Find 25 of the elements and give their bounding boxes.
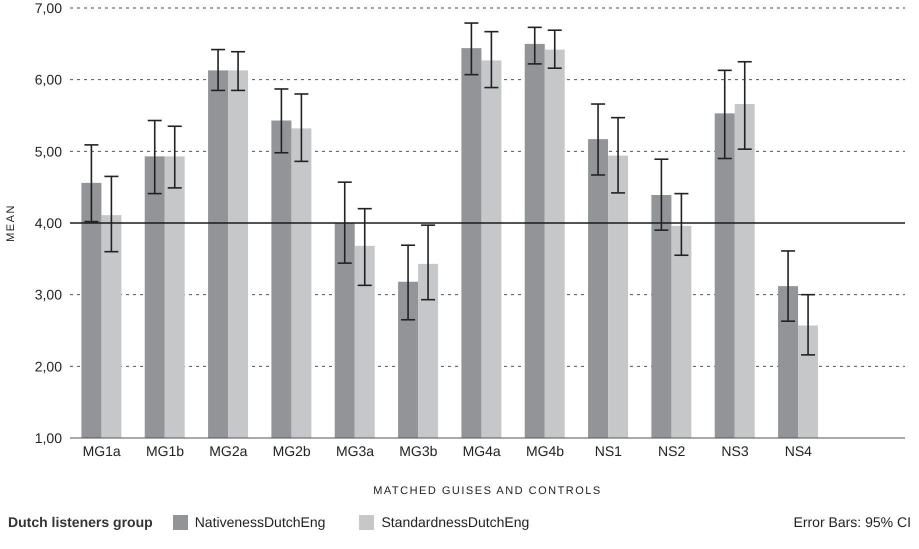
- x-tick-label: MG4b: [526, 442, 564, 459]
- y-tick-label: 6,00: [34, 72, 62, 88]
- x-tick-label: MG1b: [146, 442, 184, 459]
- y-tick-label: 3,00: [34, 286, 62, 303]
- y-tick-label: 7,00: [34, 0, 62, 16]
- x-axis-title: MATCHED GUISES AND CONTROLS: [373, 485, 602, 497]
- x-tick-label: MG2b: [272, 442, 311, 459]
- legend-label: StandardnessDutchEng: [381, 514, 530, 530]
- x-tick-label: MG1a: [82, 442, 121, 459]
- y-axis-title: MEAN: [4, 204, 17, 242]
- y-tick-label: 5,00: [34, 143, 62, 160]
- y-tick-label: 1,00: [34, 430, 62, 446]
- x-tick-label: NS1: [594, 442, 622, 459]
- x-tick-label: MG4a: [462, 442, 501, 459]
- x-tick-label: NS2: [658, 442, 686, 459]
- y-tick-label: 4,00: [34, 214, 62, 231]
- x-tick-label: MG2a: [209, 442, 248, 459]
- x-tick-label: NS3: [721, 442, 749, 459]
- text: Error Bars: 95% CI: [794, 514, 911, 530]
- y-tick-label: 2,00: [34, 358, 62, 374]
- legend-label: NativenessDutchEng: [194, 514, 326, 530]
- x-tick-label: NS4: [784, 442, 812, 459]
- x-tick-label: MG3b: [399, 442, 438, 459]
- x-tick-label: MG3a: [336, 442, 374, 459]
- legend-title: Dutch listeners group: [8, 514, 153, 530]
